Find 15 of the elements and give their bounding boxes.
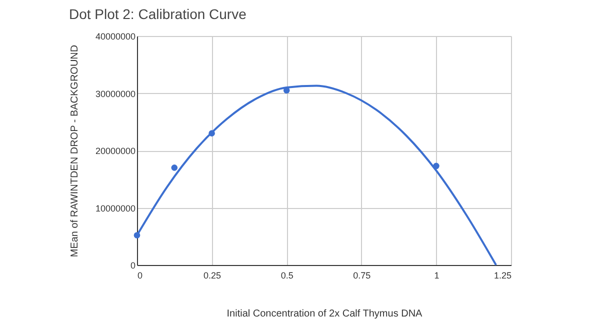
- x-tick-label: 0.5: [280, 270, 294, 280]
- x-tick-label: 0: [138, 270, 143, 280]
- y-tick-label: 10000000: [95, 203, 136, 214]
- y-tick-label: 20000000: [95, 146, 136, 156]
- y-tick-label: 0: [130, 260, 136, 270]
- x-axis-title: Initial Concentration of 2x Calf Thymus DNA: [226, 308, 423, 320]
- chart-title: Dot Plot 2: Calibration Curve: [68, 6, 247, 22]
- x-tick-label: 1: [434, 270, 440, 280]
- x-tick-label: 1.25: [494, 270, 512, 280]
- x-tick-label: 0.25: [204, 270, 222, 280]
- y-tick-label: 30000000: [95, 88, 136, 99]
- x-tick-label: 0.75: [353, 270, 371, 280]
- point: [171, 164, 178, 171]
- y-tick-label: 40000000: [95, 32, 136, 42]
- y-axis-title: MEan of RAWINTDEN DROP - BACKGROUND: [69, 44, 80, 258]
